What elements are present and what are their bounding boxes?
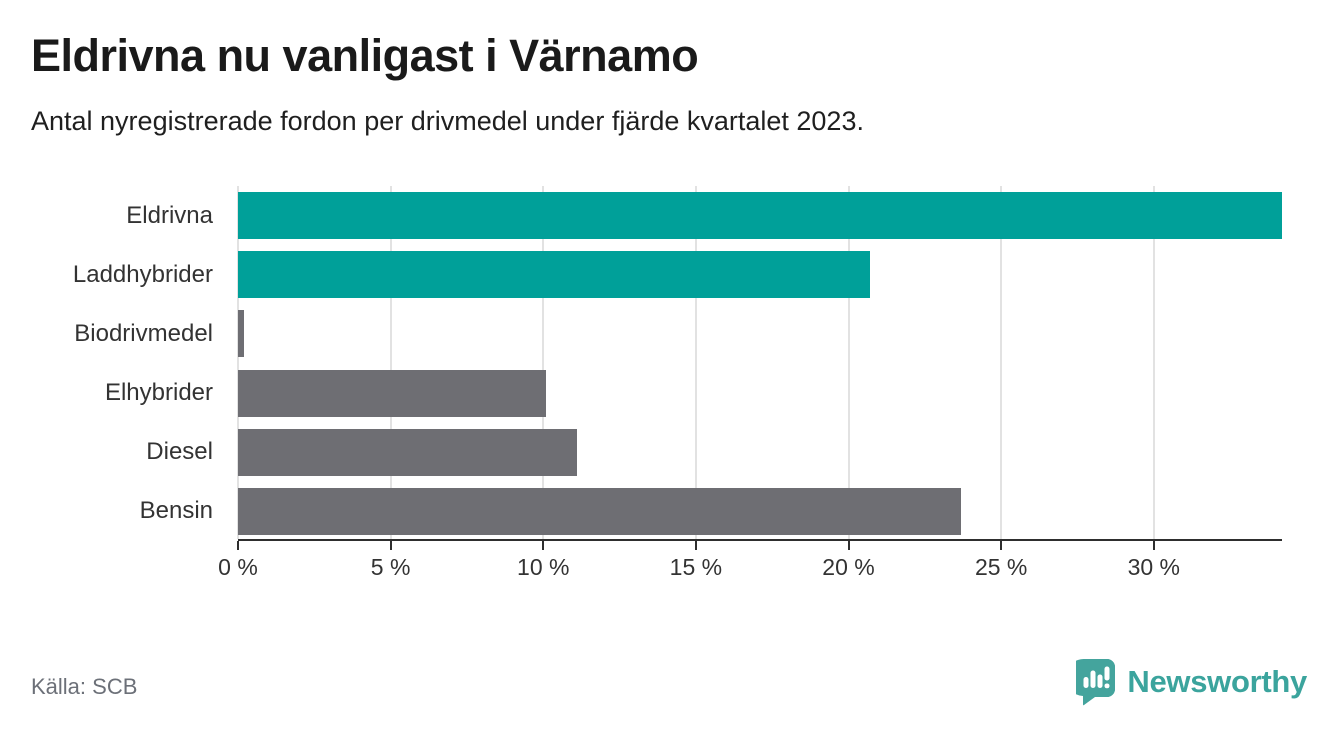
brand-name: Newsworthy (1127, 664, 1307, 699)
source-note: Källa: SCB (31, 674, 138, 699)
bar-elhybrider (238, 369, 547, 417)
category-labels: Eldrivna Laddhybrider Biodrivmedel Elhybrid… (0, 186, 226, 541)
gridline-30 (1152, 186, 1155, 539)
brand-logo: Newsworthy (1076, 656, 1307, 708)
bar-laddhybrider (238, 251, 870, 299)
gridline-0 (237, 186, 239, 539)
axis-tick-label-20: 20 % (822, 554, 875, 580)
category-label-bensin: Bensin (139, 497, 213, 525)
category-label-laddhybrider: Laddhybrider (72, 260, 213, 288)
gridline-5 (389, 186, 392, 539)
category-label-biodrivmedel: Biodrivmedel (74, 319, 213, 347)
category-label-eldrivna: Eldrivna (126, 201, 213, 229)
axis-tick-5 (389, 541, 392, 550)
category-label-elhybrider: Elhybrider (104, 379, 213, 407)
axis-tick-label-10: 10 % (517, 554, 570, 580)
gridline-10 (542, 186, 545, 539)
axis-tick-15 (694, 541, 697, 550)
axis-tick-label-0: 0 % (218, 554, 258, 580)
bar-diesel (238, 428, 577, 476)
axis-tick-25 (1000, 541, 1003, 550)
chart-subtitle: Antal nyregistrerade fordon per drivmede… (31, 106, 864, 136)
axis-tick-30 (1152, 541, 1155, 550)
axis-tick-label-15: 15 % (669, 554, 723, 580)
axis-tick-10 (542, 541, 545, 550)
gridline-20 (847, 186, 850, 539)
axis-tick-label-30: 30 % (1127, 554, 1180, 580)
axis-tick-label-5: 5 % (370, 554, 411, 580)
bar-eldrivna (238, 192, 1282, 239)
gridline-25 (1000, 186, 1003, 539)
bar-bensin (238, 487, 962, 535)
page-title: Eldrivna nu vanligast i Värnamo (31, 30, 699, 81)
axis-tick-0 (237, 541, 239, 550)
axis-tick-label-25: 25 % (974, 554, 1028, 580)
bar-biodrivmedel (238, 310, 245, 358)
category-label-diesel: Diesel (146, 438, 213, 466)
gridline-15 (694, 186, 697, 539)
axis-tick-20 (847, 541, 850, 550)
bar-chart-plot-area: 0 % 5 % 10 % 15 % 20 % 25 % 30 % (218, 186, 1282, 580)
newsworthy-bubble-icon (1076, 658, 1116, 705)
